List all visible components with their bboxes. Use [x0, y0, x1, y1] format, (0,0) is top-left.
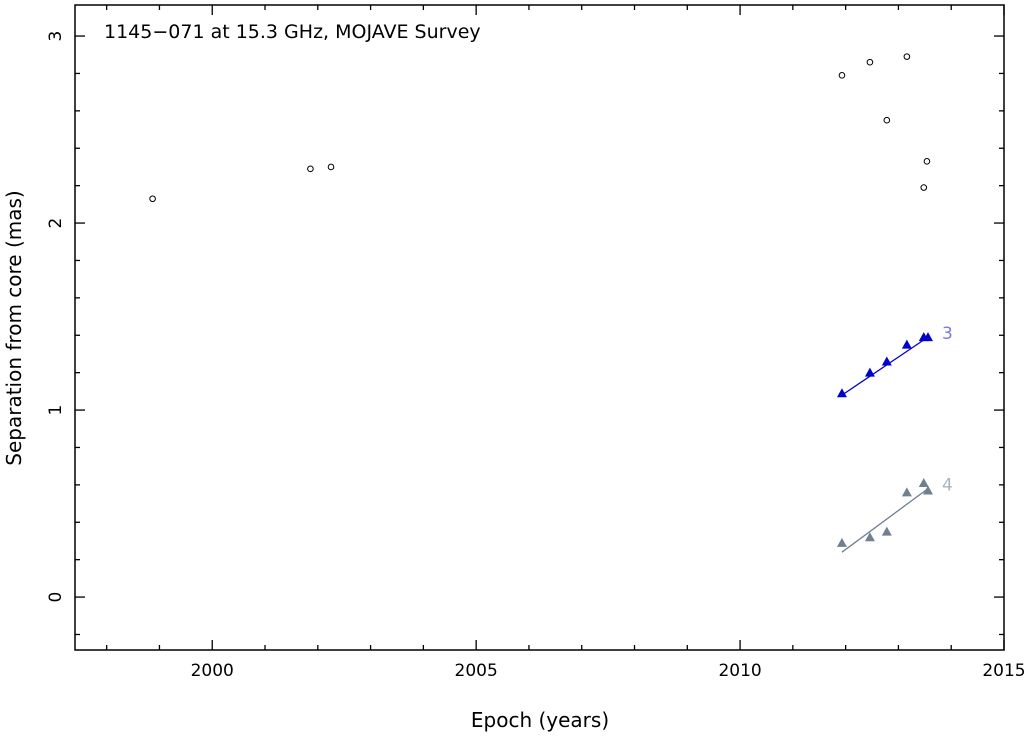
data-point	[883, 116, 891, 124]
fit-line-3	[841, 336, 929, 396]
data-point-3	[922, 332, 933, 342]
data-point-4	[881, 526, 892, 536]
x-tick-label: 2005	[455, 661, 498, 681]
data-point	[149, 195, 156, 203]
chart-title: 1145−071 at 15.3 GHz, MOJAVE Survey	[104, 21, 481, 43]
data-point-4	[836, 537, 847, 547]
y-tick-label: 3	[46, 31, 66, 42]
data-point-4	[864, 532, 875, 542]
y-tick-label: 0	[46, 592, 66, 603]
y-tick-label: 2	[46, 218, 66, 229]
x-tick-label: 2010	[718, 661, 761, 681]
y-tick-label: 1	[46, 405, 66, 416]
data-point	[903, 53, 911, 60]
data-point	[307, 165, 314, 173]
data-point	[866, 58, 874, 66]
data-point	[327, 163, 335, 171]
data-point-3	[901, 339, 912, 349]
component-label: 4	[942, 476, 953, 496]
y-axis-label: Separation from core (mas)	[2, 190, 26, 465]
x-tick-label: 2015	[982, 661, 1025, 681]
data-point	[923, 158, 931, 165]
data-point-3	[836, 388, 847, 398]
data-point	[838, 72, 846, 79]
data-point-4	[918, 477, 929, 487]
fit-line-4	[841, 488, 929, 553]
data-point-4	[922, 485, 933, 495]
data-point-4	[901, 487, 912, 497]
data-marks: 34	[149, 53, 953, 553]
plot-frame	[74, 4, 1005, 651]
data-point	[920, 184, 928, 191]
x-axis-label: Epoch (years)	[471, 708, 609, 732]
data-point-3	[864, 367, 875, 377]
x-tick-label: 2000	[191, 661, 234, 681]
component-label: 3	[942, 324, 953, 344]
data-point-3	[881, 356, 892, 366]
axis-ticks: 2000 2005 2010 2015 0 1 2 3	[46, 5, 1026, 681]
